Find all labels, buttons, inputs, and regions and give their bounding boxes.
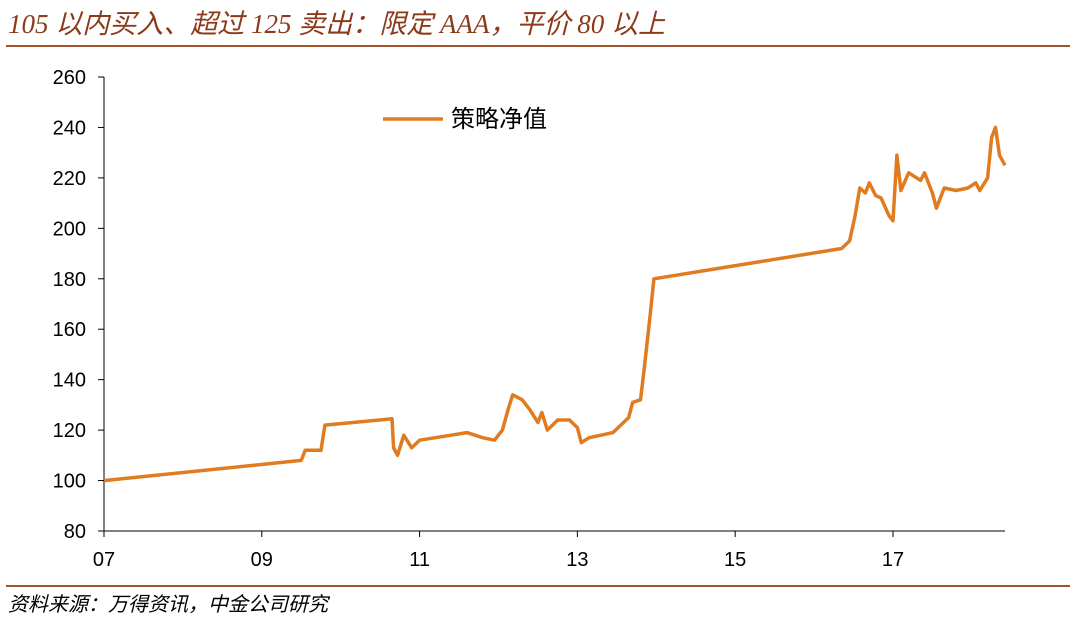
x-tick-label: 07 — [93, 549, 115, 571]
chart-title: 105 以内买入、超过 125 卖出：限定 AAA，平价 80 以上 — [8, 9, 666, 39]
y-tick-label: 220 — [53, 168, 86, 190]
y-tick-label: 140 — [53, 370, 86, 392]
y-tick-label: 240 — [53, 117, 86, 139]
x-tick-label: 09 — [251, 549, 273, 571]
y-tick-label: 180 — [53, 269, 86, 291]
y-tick-label: 80 — [64, 521, 86, 543]
y-tick-label: 260 — [53, 67, 86, 89]
y-tick-label: 120 — [53, 420, 86, 442]
x-tick-label: 15 — [724, 549, 746, 571]
y-tick-label: 200 — [53, 218, 86, 240]
series-line — [103, 125, 1007, 483]
y-tick-label: 160 — [53, 319, 86, 341]
y-tick-label: 100 — [53, 471, 86, 493]
source-note: 资料来源：万得资讯，中金公司研究 — [8, 594, 331, 616]
x-tick-label: 13 — [566, 549, 588, 571]
legend-label: 策略净值 — [451, 106, 547, 133]
x-tick-label: 11 — [409, 549, 430, 571]
x-tick-label: 17 — [882, 549, 904, 571]
